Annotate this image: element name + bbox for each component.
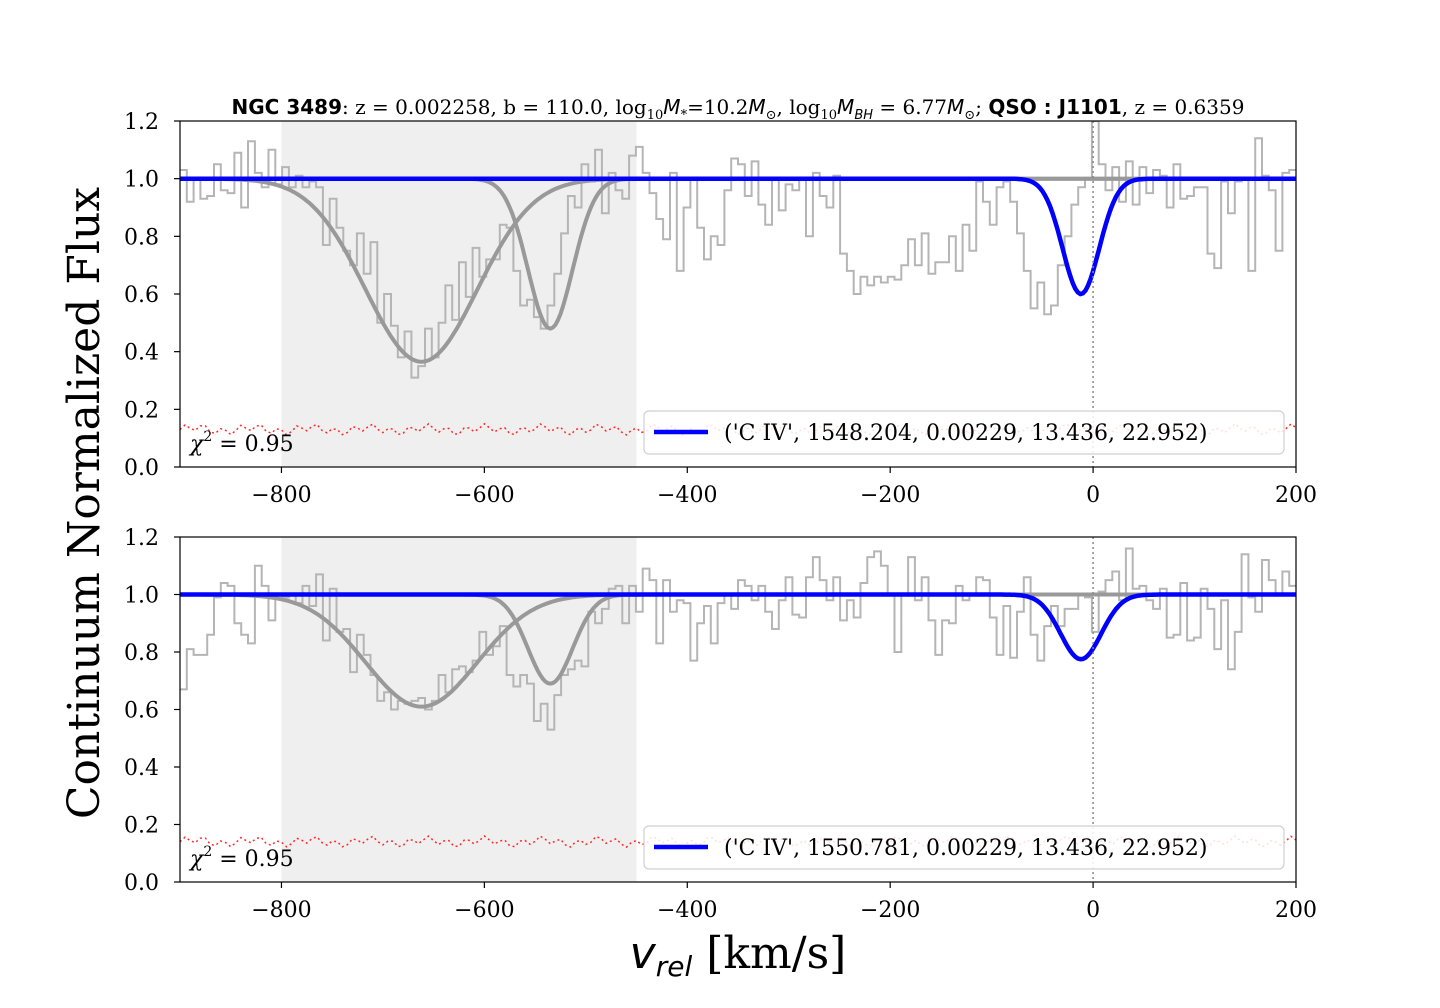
y-tick-label: 0.2 xyxy=(124,398,159,423)
title-separator: ; xyxy=(975,95,988,119)
title-msun-1: M xyxy=(748,95,765,119)
chi-symbol: χ xyxy=(188,847,205,872)
title-galaxy: NGC 3489 xyxy=(232,95,342,119)
x-axis-label: vrel [km/s] xyxy=(630,928,847,983)
y-tick-label: 0.0 xyxy=(124,871,159,896)
y-tick-label: 1.2 xyxy=(124,110,159,135)
legend-label: ('C IV', 1548.204, 0.00229, 13.436, 22.9… xyxy=(724,421,1208,446)
y-tick-label: 1.0 xyxy=(124,584,159,609)
title-mbh-sub: BH xyxy=(854,108,873,123)
title-mstar-symbol: M xyxy=(663,95,680,119)
title-mbh-value: = 6.77 xyxy=(873,95,947,119)
y-tick-label: 0.4 xyxy=(124,341,159,366)
x-tick-label: −400 xyxy=(657,483,717,508)
x-tick-label: 0 xyxy=(1086,483,1100,508)
x-tick-label: −800 xyxy=(251,483,311,508)
figure-title: NGC 3489: z = 0.002258, b = 110.0, log10… xyxy=(232,95,1245,123)
title-galaxy-info: : z = 0.002258, b = 110.0, log xyxy=(342,95,647,119)
y-tick-label: 0.6 xyxy=(124,699,159,724)
y-tick-label: 0.0 xyxy=(124,456,159,481)
legend-box xyxy=(643,825,1285,870)
y-tick-label: 0.8 xyxy=(124,641,159,666)
chi-squared-label: χ2 = 0.95 xyxy=(188,429,294,457)
x-tick-label: 200 xyxy=(1275,898,1317,923)
title-sun-sub-2: ⊙ xyxy=(964,108,975,123)
x-tick-label: −200 xyxy=(860,898,920,923)
chi-symbol: χ xyxy=(188,432,205,457)
x-axis-var: v xyxy=(630,928,657,979)
y-tick-label: 1.2 xyxy=(124,526,159,551)
x-tick-label: −200 xyxy=(860,483,920,508)
x-axis-unit: [km/s] xyxy=(692,928,846,979)
fit-model-line xyxy=(180,176,1296,297)
y-tick-label: 0.8 xyxy=(124,225,159,250)
chi-value: = 0.95 xyxy=(212,847,293,872)
title-sun-sub-1: ⊙ xyxy=(766,108,777,123)
legend: ('C IV', 1550.781, 0.00229, 13.436, 22.9… xyxy=(643,825,1285,870)
title-log-sub-1: 10 xyxy=(647,108,664,123)
x-tick-label: −600 xyxy=(454,898,514,923)
y-tick-label: 0.2 xyxy=(124,814,159,839)
title-mbh-prefix: , log xyxy=(777,95,821,119)
panel-top: 0.0 0.2 0.4 0.6 0.8 1.0 1.2 −800 −600 −400 −200 0 20… xyxy=(124,110,1317,508)
legend-label: ('C IV', 1550.781, 0.00229, 13.436, 22.9… xyxy=(724,836,1208,861)
title-log-sub-2: 10 xyxy=(821,108,838,123)
plot-area xyxy=(180,537,1296,882)
title-msun-2: M xyxy=(947,95,964,119)
legend-box xyxy=(643,410,1285,455)
y-tick-label: 0.6 xyxy=(124,283,159,308)
legend: ('C IV', 1548.204, 0.00229, 13.436, 22.9… xyxy=(643,410,1285,455)
title-qso-redshift: , z = 0.6359 xyxy=(1122,95,1245,119)
x-tick-label: 200 xyxy=(1275,483,1317,508)
chi-exponent: 2 xyxy=(203,844,212,860)
chi-squared-label: χ2 = 0.95 xyxy=(188,844,294,872)
y-tick-label: 1.0 xyxy=(124,168,159,193)
y-axis-label: Continuum Normalized Flux xyxy=(59,187,110,819)
y-tick-label: 0.4 xyxy=(124,756,159,781)
title-qso: QSO : J1101 xyxy=(988,95,1121,119)
chi-exponent: 2 xyxy=(203,429,212,445)
panel-bottom: 0.0 0.2 0.4 0.6 0.8 1.0 1.2 −800 −600 −400 −200 0 20… xyxy=(124,526,1317,923)
x-tick-label: −400 xyxy=(657,898,717,923)
title-mbh-symbol: M xyxy=(837,95,854,119)
x-tick-label: −600 xyxy=(454,483,514,508)
x-tick-label: 0 xyxy=(1086,898,1100,923)
x-axis-var-sub: rel xyxy=(656,950,693,983)
spectrum-flux xyxy=(180,121,1296,379)
chi-value: = 0.95 xyxy=(212,432,293,457)
title-mstar-sub: * xyxy=(681,108,688,123)
plot-area xyxy=(180,121,1296,467)
x-tick-label: −800 xyxy=(251,898,311,923)
title-mstar-value: =10.2 xyxy=(687,95,748,119)
fit-model-line xyxy=(180,592,1296,662)
